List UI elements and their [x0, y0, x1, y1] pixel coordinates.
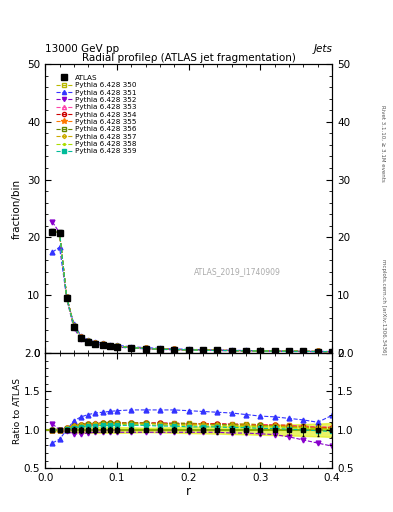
Y-axis label: fraction/bin: fraction/bin [12, 178, 22, 239]
Y-axis label: Ratio to ATLAS: Ratio to ATLAS [13, 378, 22, 444]
Text: Jets: Jets [313, 44, 332, 54]
Text: ATLAS_2019_I1740909: ATLAS_2019_I1740909 [195, 267, 281, 276]
Legend: ATLAS, Pythia 6.428 350, Pythia 6.428 351, Pythia 6.428 352, Pythia 6.428 353, P: ATLAS, Pythia 6.428 350, Pythia 6.428 35… [55, 73, 138, 156]
Title: Radial profileρ (ATLAS jet fragmentation): Radial profileρ (ATLAS jet fragmentation… [82, 53, 296, 63]
X-axis label: r: r [186, 485, 191, 498]
Text: Rivet 3.1.10, ≥ 3.1M events: Rivet 3.1.10, ≥ 3.1M events [381, 105, 386, 182]
Text: mcplots.cern.ch [arXiv:1306.3436]: mcplots.cern.ch [arXiv:1306.3436] [381, 260, 386, 355]
Text: 13000 GeV pp: 13000 GeV pp [45, 44, 119, 54]
